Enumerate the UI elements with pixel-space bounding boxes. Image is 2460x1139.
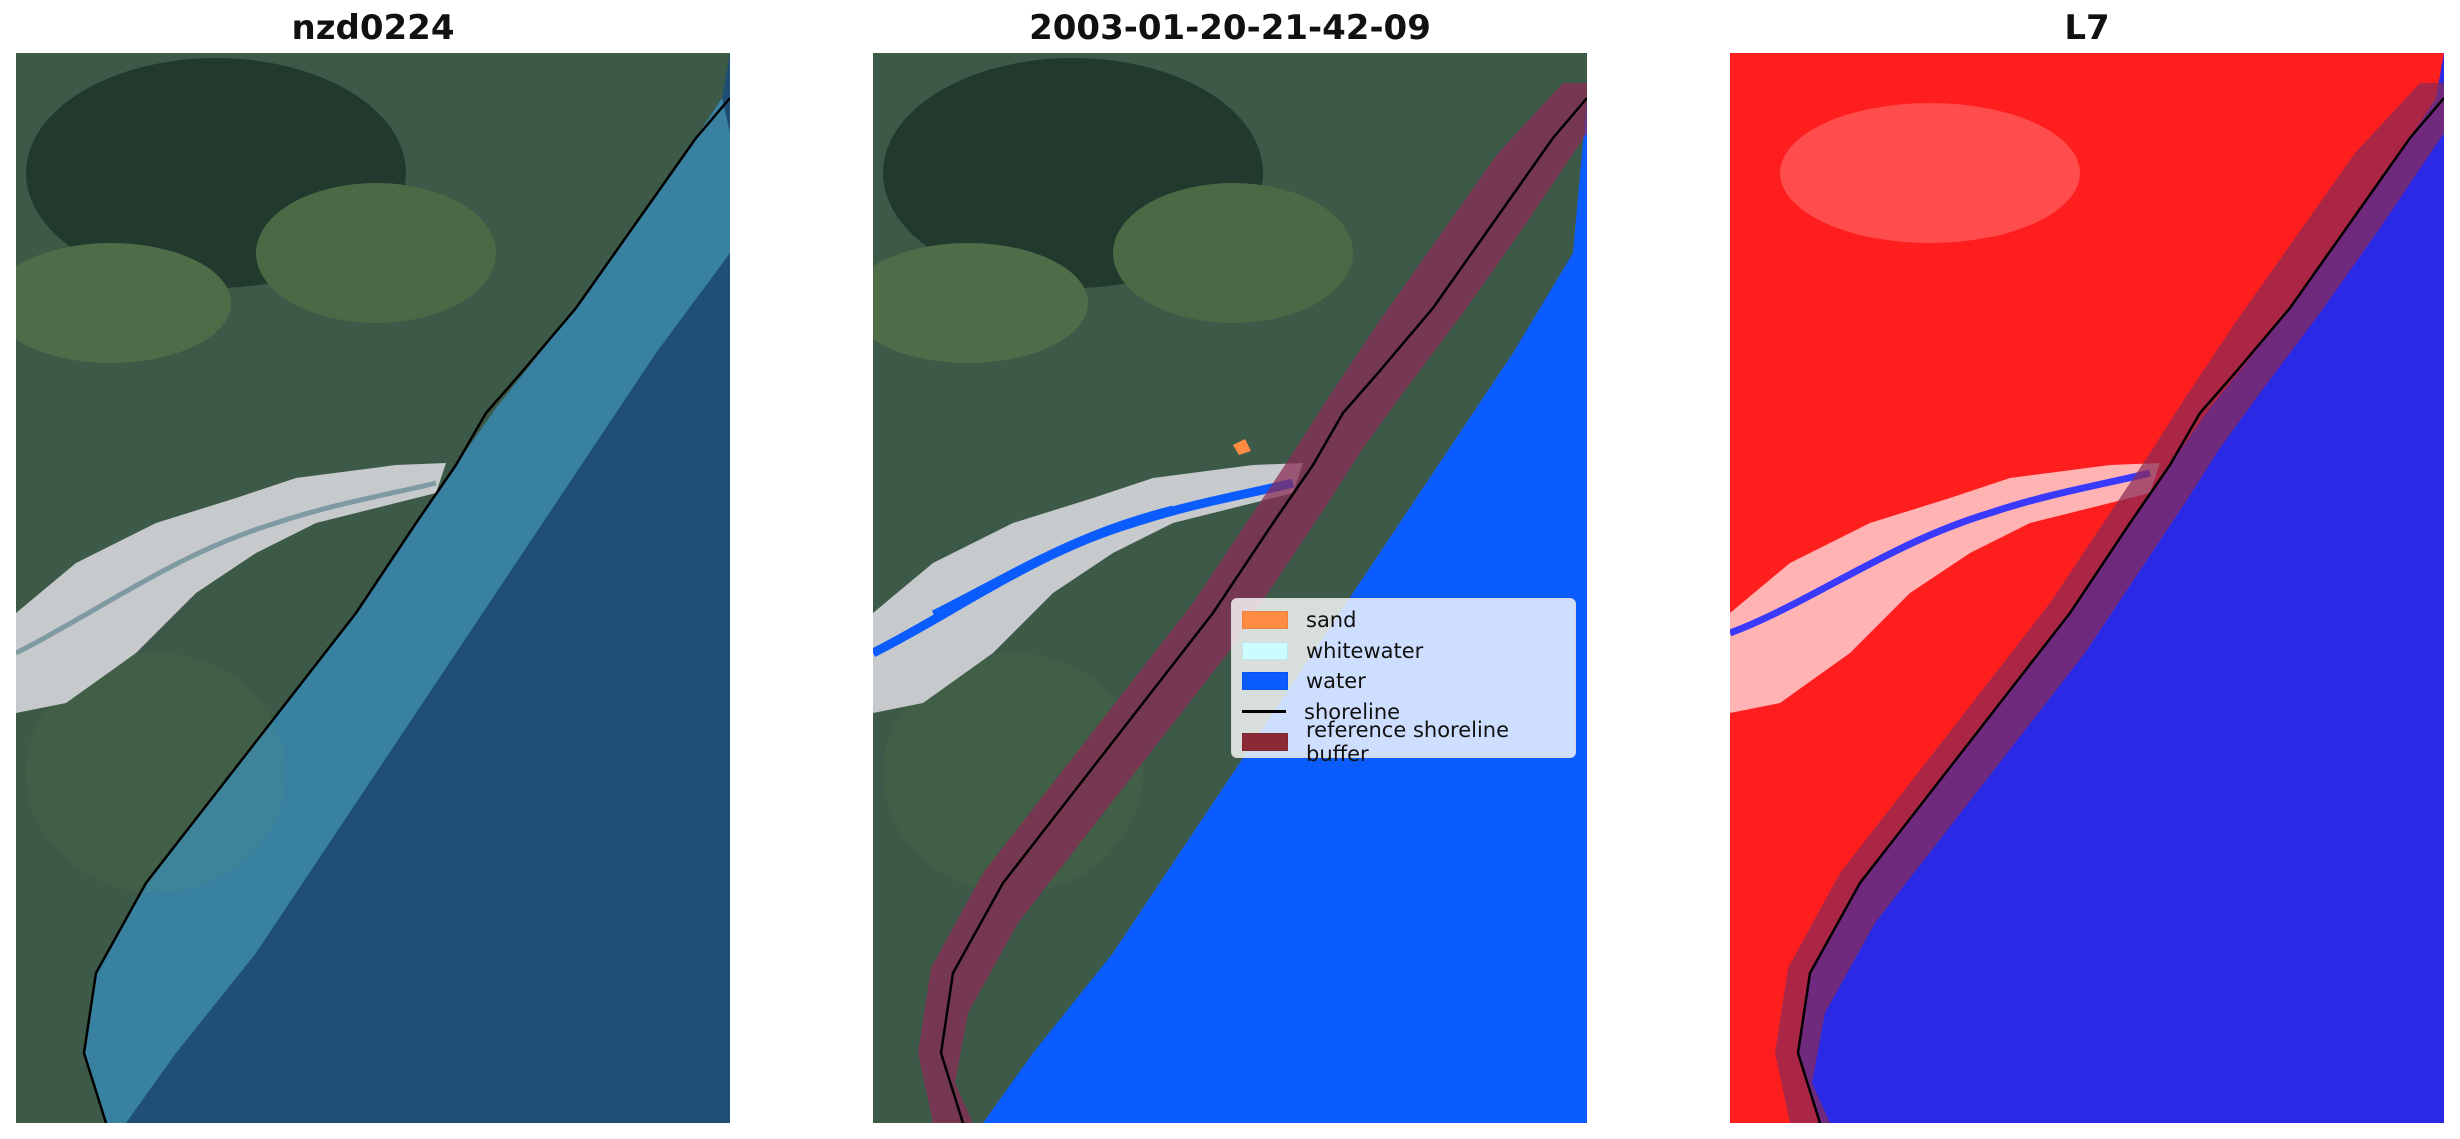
farmland-2 <box>256 183 496 323</box>
legend-item-water: water <box>1242 666 1565 697</box>
index-texture <box>1780 103 2080 243</box>
rgb-image <box>16 53 730 1123</box>
river-water-class-2 <box>931 505 1174 616</box>
legend-label-sand: sand <box>1306 608 1357 633</box>
farmland <box>16 243 231 363</box>
legend-label-water: water <box>1306 669 1366 694</box>
shoreline <box>82 97 730 1123</box>
index-image <box>1730 53 2444 1123</box>
legend-swatch-water <box>1242 672 1288 691</box>
water-class-sea <box>983 98 1587 1123</box>
legend-label-whitewater: whitewater <box>1306 638 1424 663</box>
classified-image <box>873 53 1587 1123</box>
index-image-panel <box>1730 53 2444 1123</box>
legend-item-buffer: reference shoreline buffer <box>1242 718 1565 766</box>
panel-title-classified: 2003-01-20-21-42-09 <box>1029 8 1431 48</box>
legend-swatch-sand <box>1242 611 1288 630</box>
sand-class <box>1233 439 1251 455</box>
shoreline <box>939 97 1587 1123</box>
panel-title-rgb: nzd0224 <box>291 8 455 48</box>
river-water-class <box>873 478 1295 658</box>
legend-label-shoreline: shoreline <box>1304 699 1401 724</box>
shoreline <box>1796 97 2444 1123</box>
legend-item-whitewater: whitewater <box>1242 636 1565 667</box>
river-channel <box>16 480 437 656</box>
legend-swatch-whitewater <box>1242 641 1288 660</box>
shallow-water <box>84 98 730 1123</box>
legend-swatch-buffer <box>1242 733 1288 752</box>
classified-image-panel <box>873 53 1587 1123</box>
river-bed <box>873 463 1303 713</box>
river-bed <box>16 463 446 713</box>
legend-item-sand: sand <box>1242 605 1565 636</box>
farmland-2 <box>1113 183 1353 323</box>
farmland <box>873 243 1088 363</box>
river-bed-index <box>1730 463 2160 713</box>
river-water-index <box>1730 469 2151 637</box>
reference-shoreline-buffer <box>1775 83 2444 1123</box>
rgb-image-panel <box>16 53 730 1123</box>
panel-title-index: L7 <box>2064 8 2110 48</box>
legend-item-shoreline: shoreline <box>1242 697 1565 728</box>
legend-swatch-shoreline <box>1242 710 1286 714</box>
legend: sand whitewater water shoreline referenc… <box>1231 598 1576 766</box>
legend-label-buffer: reference shoreline buffer <box>1306 718 1510 767</box>
